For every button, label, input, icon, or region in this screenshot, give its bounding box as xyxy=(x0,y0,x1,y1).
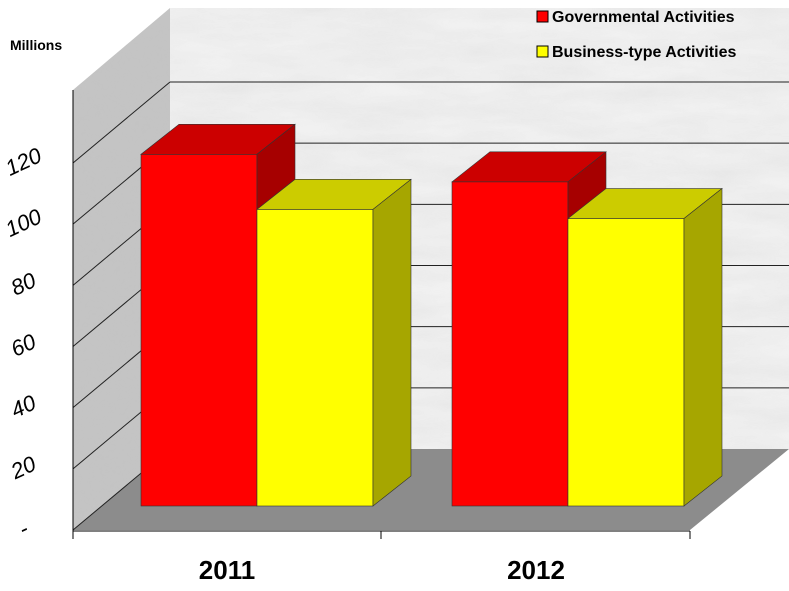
bar-governmental-activities-2012 xyxy=(451,181,569,507)
gridline-side xyxy=(72,81,171,164)
legend-label-business: Business-type Activities xyxy=(552,44,736,61)
x-tick-label: 2011 xyxy=(199,555,255,585)
legend-swatch-governmental xyxy=(536,10,549,23)
bar-governmental-activities-2011 xyxy=(140,153,258,507)
y-axis-title: Millions xyxy=(10,37,62,53)
y-tick-label: 20 xyxy=(6,451,40,485)
bar-side xyxy=(372,178,412,507)
y-tick-label: 80 xyxy=(7,267,40,300)
y-tick-label: 40 xyxy=(7,389,40,422)
bars xyxy=(140,123,723,507)
bar-side xyxy=(683,187,723,507)
y-tick-label: 120 xyxy=(1,142,46,180)
legend: Governmental Activities Business-type Ac… xyxy=(536,9,736,61)
legend-label-governmental: Governmental Activities xyxy=(552,9,735,26)
y-tick-label: - xyxy=(15,516,32,542)
y-tick-label: 100 xyxy=(1,203,46,241)
bar-business-type-activities-2011 xyxy=(256,209,374,507)
bar-business-type-activities-2012 xyxy=(567,218,685,507)
x-tick-label: 2012 xyxy=(507,555,565,585)
legend-swatch-business xyxy=(536,45,549,58)
axes xyxy=(72,90,691,539)
y-tick-label: 60 xyxy=(7,328,40,361)
